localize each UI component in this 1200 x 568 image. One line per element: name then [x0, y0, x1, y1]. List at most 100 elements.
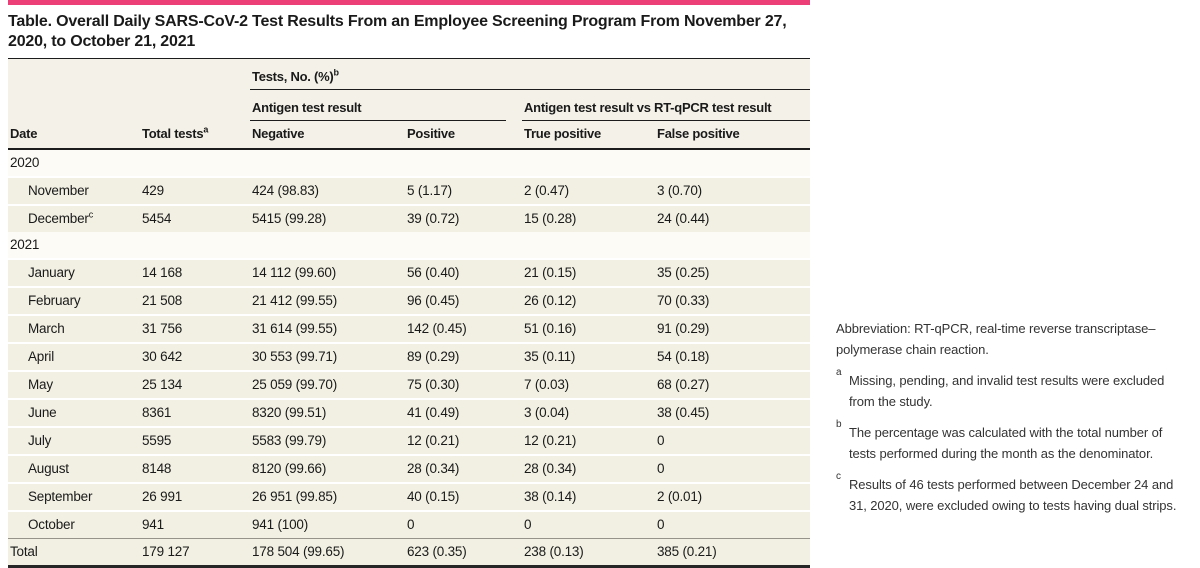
- cell-false-positive: 35 (0.25): [655, 258, 810, 287]
- cell-total-tests: 26 991: [140, 482, 250, 511]
- cell-total-tests: 8148: [140, 454, 250, 483]
- cell-total-tests: 941: [140, 510, 250, 539]
- cell-total-tests: 179 127: [140, 538, 250, 567]
- cell-true-positive: 3 (0.04): [522, 398, 655, 427]
- cell-total-tests: 5595: [140, 426, 250, 455]
- total-tests-label: Total tests: [142, 126, 204, 141]
- header-tests-group: Tests, No. (%)b: [250, 59, 810, 90]
- cell-date: Decemberc: [8, 204, 140, 232]
- table-row: June 8361 8320 (99.51) 41 (0.49) 3 (0.04…: [8, 398, 810, 427]
- footnote-c-text: Results of 46 tests performed between De…: [849, 477, 1177, 513]
- footnote-b-text: The percentage was calculated with the t…: [849, 425, 1163, 461]
- column-header-false-positive: False positive: [655, 121, 810, 150]
- cell-positive: 623 (0.35): [405, 538, 522, 567]
- footnote-c: c Results of 46 tests performed between D…: [836, 471, 1177, 514]
- table-row: February 21 508 21 412 (99.55) 96 (0.45)…: [8, 286, 810, 315]
- cell-negative: 5583 (99.79): [250, 426, 405, 455]
- cell-year: 2020: [8, 149, 810, 178]
- table-row: September 26 991 26 951 (99.85) 40 (0.15…: [8, 482, 810, 511]
- cell-negative: 14 112 (99.60): [250, 258, 405, 287]
- cell-true-positive: 238 (0.13): [522, 538, 655, 567]
- total-row: Total 179 127 178 504 (99.65) 623 (0.35)…: [8, 538, 810, 567]
- cell-negative: 5415 (99.28): [250, 204, 405, 232]
- cell-date: April: [8, 342, 140, 371]
- cell-positive: 142 (0.45): [405, 314, 522, 343]
- cell-date: March: [8, 314, 140, 343]
- cell-total-tests: 8361: [140, 398, 250, 427]
- cell-false-positive: 385 (0.21): [655, 538, 810, 567]
- cell-false-positive: 0: [655, 426, 810, 455]
- cell-negative: 30 553 (99.71): [250, 342, 405, 371]
- table-row: Decemberc 5454 5415 (99.28) 39 (0.72) 15…: [8, 204, 810, 232]
- cell-positive: 40 (0.15): [405, 482, 522, 511]
- cell-true-positive: 35 (0.11): [522, 342, 655, 371]
- cell-false-positive: 24 (0.44): [655, 204, 810, 232]
- cell-true-positive: 26 (0.12): [522, 286, 655, 315]
- results-table-panel: Table. Overall Daily SARS-CoV-2 Test Res…: [8, 0, 810, 568]
- header-group-row-spanners: Antigen test result Antigen test result …: [8, 90, 810, 121]
- cell-false-positive: 91 (0.29): [655, 314, 810, 343]
- cell-true-positive: 0: [522, 510, 655, 539]
- cell-negative: 8320 (99.51): [250, 398, 405, 427]
- cell-negative: 8120 (99.66): [250, 454, 405, 483]
- table-row: November 429 424 (98.83) 5 (1.17) 2 (0.4…: [8, 176, 810, 205]
- year-section-row: 2020: [8, 149, 810, 178]
- footnote-a: a Missing, pending, and invalid test resu…: [836, 367, 1165, 410]
- cell-date: Total: [8, 538, 140, 567]
- cell-total-tests: 21 508: [140, 286, 250, 315]
- cell-positive: 0: [405, 510, 522, 539]
- table-row: October 941 941 (100) 0 0 0: [8, 510, 810, 539]
- cell-date: September: [8, 482, 140, 511]
- cell-positive: 75 (0.30): [405, 370, 522, 399]
- column-header-negative: Negative: [250, 121, 405, 150]
- december-footnote-mark: c: [88, 209, 94, 220]
- header-antigen-group: Antigen test result: [250, 90, 522, 121]
- cell-true-positive: 2 (0.47): [522, 176, 655, 205]
- cell-negative: 424 (98.83): [250, 176, 405, 205]
- cell-total-tests: 25 134: [140, 370, 250, 399]
- cell-positive: 39 (0.72): [405, 204, 522, 232]
- header-spacer: [8, 59, 250, 90]
- cell-false-positive: 68 (0.27): [655, 370, 810, 399]
- table-row: July 5595 5583 (99.79) 12 (0.21) 12 (0.2…: [8, 426, 810, 455]
- abbreviation-note: Abbreviation: RT-qPCR, real-time reverse…: [836, 321, 1156, 357]
- cell-date: February: [8, 286, 140, 315]
- cell-false-positive: 38 (0.45): [655, 398, 810, 427]
- cell-total-tests: 30 642: [140, 342, 250, 371]
- cell-positive: 41 (0.49): [405, 398, 522, 427]
- cell-negative: 21 412 (99.55): [250, 286, 405, 315]
- cell-positive: 56 (0.40): [405, 258, 522, 287]
- footnote-b: b The percentage was calculated with the …: [836, 419, 1163, 462]
- table-row: January 14 168 14 112 (99.60) 56 (0.40) …: [8, 258, 810, 287]
- cell-total-tests: 14 168: [140, 258, 250, 287]
- cell-date: October: [8, 510, 140, 539]
- table-row: March 31 756 31 614 (99.55) 142 (0.45) 5…: [8, 314, 810, 343]
- table-body: 2020 November 429 424 (98.83) 5 (1.17) 2…: [8, 149, 810, 567]
- antigen-group-label: Antigen test result: [252, 100, 362, 115]
- cell-date: August: [8, 454, 140, 483]
- footnote-a-text: Missing, pending, and invalid test resul…: [849, 373, 1165, 409]
- table-row: April 30 642 30 553 (99.71) 89 (0.29) 35…: [8, 342, 810, 371]
- cell-positive: 89 (0.29): [405, 342, 522, 371]
- cell-true-positive: 15 (0.28): [522, 204, 655, 232]
- cell-negative: 26 951 (99.85): [250, 482, 405, 511]
- column-header-true-positive: True positive: [522, 121, 655, 150]
- tests-group-label: Tests, No. (%): [252, 69, 334, 84]
- cell-true-positive: 7 (0.03): [522, 370, 655, 399]
- table-header: Tests, No. (%)b Antigen test result Anti…: [8, 59, 810, 150]
- cell-true-positive: 12 (0.21): [522, 426, 655, 455]
- cell-total-tests: 5454: [140, 204, 250, 232]
- cell-false-positive: 70 (0.33): [655, 286, 810, 315]
- cell-true-positive: 51 (0.16): [522, 314, 655, 343]
- cell-false-positive: 0: [655, 510, 810, 539]
- cell-false-positive: 2 (0.01): [655, 482, 810, 511]
- header-comparison-group: Antigen test result vs RT-qPCR test resu…: [522, 90, 810, 121]
- cell-positive: 28 (0.34): [405, 454, 522, 483]
- column-header-date: Date: [8, 121, 140, 150]
- cell-false-positive: 54 (0.18): [655, 342, 810, 371]
- cell-date: January: [8, 258, 140, 287]
- cell-negative: 178 504 (99.65): [250, 538, 405, 567]
- header-spacer: [8, 90, 250, 121]
- cell-date: May: [8, 370, 140, 399]
